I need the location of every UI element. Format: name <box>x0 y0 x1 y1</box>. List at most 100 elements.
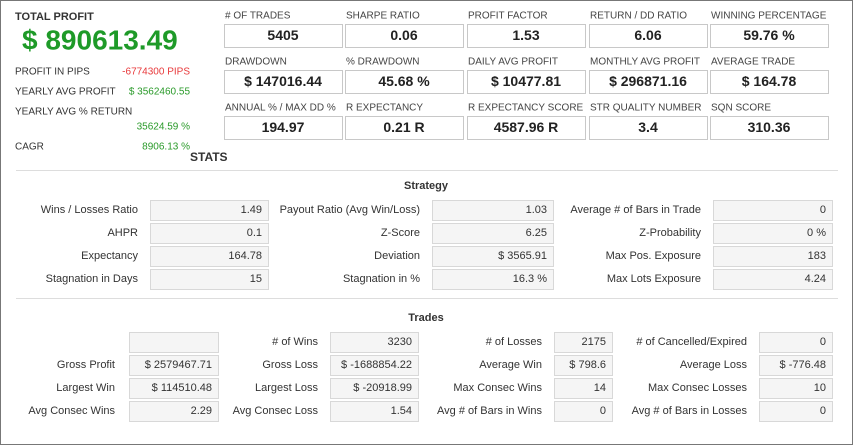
stat-value: $ -1688854.22 <box>341 359 412 371</box>
stat-label: Payout Ratio (Avg Win/Loss) <box>280 204 420 216</box>
stat-label: Avg # of Bars in Losses <box>632 405 748 417</box>
stat-box <box>432 246 554 267</box>
metric-label: DRAWDOWN <box>225 57 287 68</box>
stat-value: 0 % <box>807 227 826 239</box>
stat-box <box>330 378 419 399</box>
stat-box <box>129 332 219 353</box>
summary-value: 8906.13 % <box>142 142 190 153</box>
stat-box <box>713 223 833 244</box>
stats-title: STATS <box>190 150 228 164</box>
stat-box <box>330 401 419 422</box>
stat-box <box>129 401 219 422</box>
stat-value: $ 798.6 <box>569 359 606 371</box>
stat-value: 0 <box>600 405 606 417</box>
metric-label: RETURN / DD RATIO <box>590 11 687 22</box>
stat-value: $ 3565.91 <box>498 250 547 262</box>
stat-value: 1.03 <box>526 204 547 216</box>
stat-box <box>432 269 554 290</box>
metric-label: AVERAGE TRADE <box>711 57 795 68</box>
strategy-title: Strategy <box>404 180 449 192</box>
stat-box <box>713 246 833 267</box>
stat-label: Avg Consec Loss <box>233 405 319 417</box>
metric-label: WINNING PERCENTAGE <box>711 11 827 22</box>
metric-box <box>467 70 586 94</box>
metric-value: 5405 <box>267 27 298 43</box>
metric-box <box>345 70 464 94</box>
stat-label: Average Win <box>479 359 542 371</box>
stat-label: Avg # of Bars in Wins <box>437 405 542 417</box>
metric-value: 0.06 <box>390 27 417 43</box>
metric-box <box>467 116 586 140</box>
stat-label: Largest Loss <box>255 382 318 394</box>
summary-value: -6774300 PIPS <box>122 67 190 78</box>
metric-box <box>710 24 829 48</box>
metric-value: 1.53 <box>512 27 539 43</box>
metric-value: 310.36 <box>748 119 791 135</box>
metric-value: 45.68 % <box>378 73 430 89</box>
stat-label: Z-Probability <box>639 227 701 239</box>
stat-value: $ -776.48 <box>780 359 826 371</box>
metric-value: $ 10477.81 <box>491 73 561 89</box>
stat-box <box>759 401 833 422</box>
metric-label: PROFIT FACTOR <box>468 11 548 22</box>
stat-value: 14 <box>594 382 606 394</box>
total-profit-value: $ 890613.49 <box>22 24 178 55</box>
stat-label: # of Wins <box>272 336 318 348</box>
metric-label: SQN SCORE <box>711 103 771 114</box>
summary-label: YEARLY AVG PROFIT <box>15 87 116 98</box>
metric-value: $ 296871.16 <box>609 73 687 89</box>
stat-box <box>759 378 833 399</box>
summary-value: 35624.59 % <box>137 122 190 133</box>
stat-box <box>129 378 219 399</box>
stat-value: 0 <box>820 405 826 417</box>
trades-title: Trades <box>408 312 443 324</box>
metric-label: STR QUALITY NUMBER <box>590 103 702 114</box>
metric-box <box>589 24 708 48</box>
stat-value: 6.25 <box>526 227 547 239</box>
stat-value: 183 <box>808 250 826 262</box>
stat-box <box>129 355 219 376</box>
stat-label: Z-Score <box>381 227 420 239</box>
stat-value: 1.49 <box>241 204 262 216</box>
metric-box <box>589 70 708 94</box>
stat-label: Largest Win <box>56 382 115 394</box>
stat-value: 2.29 <box>191 405 212 417</box>
stat-box <box>432 200 554 221</box>
stat-value: 1.54 <box>391 405 412 417</box>
metric-value: 59.76 % <box>743 27 795 43</box>
metric-label: ANNUAL % / MAX DD % <box>225 103 336 114</box>
metric-value: 3.4 <box>638 119 658 135</box>
stat-box <box>150 223 269 244</box>
metric-box <box>467 24 586 48</box>
stat-box <box>330 332 419 353</box>
metric-box <box>589 116 708 140</box>
total-profit-label: TOTAL PROFIT <box>15 11 94 23</box>
stat-value: 4.24 <box>805 273 826 285</box>
metric-box <box>224 116 343 140</box>
metric-label: DAILY AVG PROFIT <box>468 57 558 68</box>
metric-value: $ 164.78 <box>742 73 797 89</box>
stat-label: Avg Consec Wins <box>28 405 115 417</box>
metric-label: # OF TRADES <box>225 11 291 22</box>
summary-label: YEARLY AVG % RETURN <box>15 107 132 118</box>
stat-value: 164.78 <box>228 250 262 262</box>
stat-box <box>150 200 269 221</box>
metric-value: 6.06 <box>634 27 661 43</box>
metric-value: 0.21 R <box>383 119 424 135</box>
metric-value: $ 147016.44 <box>244 73 322 89</box>
metric-box <box>345 24 464 48</box>
stat-value: 0.1 <box>247 227 262 239</box>
metric-label: MONTHLY AVG PROFIT <box>590 57 700 68</box>
metric-box <box>710 70 829 94</box>
metric-box <box>345 116 464 140</box>
stat-value: 16.3 % <box>513 273 547 285</box>
stat-label: # of Cancelled/Expired <box>636 336 747 348</box>
stat-label: Average # of Bars in Trade <box>570 204 701 216</box>
stat-box <box>713 269 833 290</box>
stat-label: AHPR <box>107 227 138 239</box>
stat-box <box>759 355 833 376</box>
metric-value: 4587.96 R <box>494 119 559 135</box>
stat-box <box>554 378 613 399</box>
stat-box <box>713 200 833 221</box>
stat-value: $ 114510.48 <box>152 382 212 394</box>
